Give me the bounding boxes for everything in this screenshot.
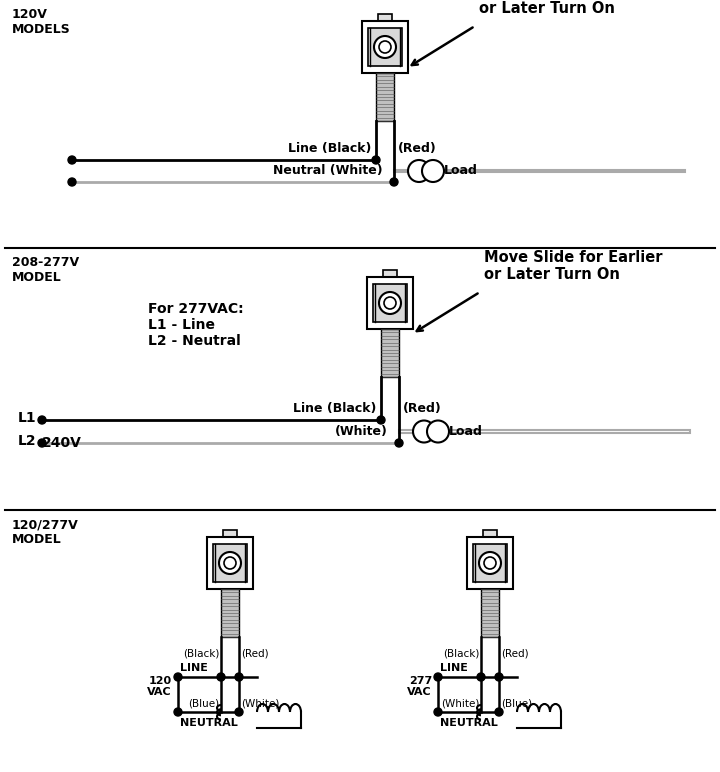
Circle shape: [408, 160, 430, 182]
Text: 120V
MODELS: 120V MODELS: [12, 8, 71, 36]
Circle shape: [477, 673, 485, 681]
Circle shape: [38, 439, 46, 447]
Bar: [394, 170, 685, 172]
Circle shape: [374, 36, 396, 58]
Text: Line (Black): Line (Black): [287, 142, 371, 155]
Bar: [362, 21, 408, 73]
Bar: [207, 537, 253, 589]
Bar: [383, 270, 397, 277]
Circle shape: [395, 439, 403, 447]
Bar: [473, 544, 507, 582]
Bar: [373, 284, 407, 322]
Circle shape: [390, 178, 398, 186]
Text: 240V: 240V: [42, 436, 82, 450]
Text: (Black): (Black): [183, 648, 219, 658]
Circle shape: [224, 557, 236, 569]
Bar: [399, 430, 690, 433]
Text: LINE: LINE: [440, 663, 468, 673]
Text: For 277VAC:
L1 - Line
L2 - Neutral: For 277VAC: L1 - Line L2 - Neutral: [148, 302, 243, 348]
Text: Move Slide for Earlier
or Later Turn On: Move Slide for Earlier or Later Turn On: [479, 0, 657, 16]
Bar: [467, 537, 513, 589]
Bar: [368, 28, 402, 66]
Circle shape: [174, 673, 182, 681]
Text: (White): (White): [335, 425, 388, 438]
Circle shape: [413, 421, 435, 442]
Circle shape: [484, 557, 496, 569]
Bar: [367, 277, 413, 329]
Text: (Red): (Red): [501, 648, 528, 658]
Circle shape: [235, 708, 243, 716]
Text: 277
VAC: 277 VAC: [408, 676, 432, 697]
Text: LINE: LINE: [180, 663, 208, 673]
Text: Load: Load: [449, 425, 483, 438]
Text: NEUTRAL: NEUTRAL: [440, 718, 498, 728]
Circle shape: [219, 552, 241, 574]
Text: L1: L1: [18, 411, 37, 425]
Circle shape: [217, 673, 225, 681]
Circle shape: [372, 156, 380, 164]
Circle shape: [68, 156, 76, 164]
Text: Neutral (White): Neutral (White): [274, 164, 383, 177]
Circle shape: [434, 673, 442, 681]
Bar: [223, 530, 237, 537]
Circle shape: [379, 292, 401, 314]
Text: 208-277V
MODEL: 208-277V MODEL: [12, 256, 79, 284]
Bar: [213, 544, 247, 582]
Circle shape: [38, 416, 46, 424]
Circle shape: [68, 178, 76, 186]
Text: NEUTRAL: NEUTRAL: [179, 718, 238, 728]
Circle shape: [377, 416, 385, 424]
Circle shape: [235, 673, 243, 681]
Text: L2: L2: [18, 434, 37, 448]
Text: (Blue): (Blue): [188, 698, 219, 708]
Circle shape: [495, 673, 503, 681]
Text: Move Slide for Earlier
or Later Turn On: Move Slide for Earlier or Later Turn On: [484, 249, 662, 282]
Text: Line (Black): Line (Black): [292, 402, 376, 415]
Circle shape: [427, 421, 449, 442]
Text: (Red): (Red): [241, 648, 269, 658]
Bar: [221, 589, 239, 637]
Circle shape: [495, 708, 503, 716]
Circle shape: [174, 708, 182, 716]
Text: Load: Load: [444, 164, 478, 177]
Text: 120/277V
MODEL: 120/277V MODEL: [12, 518, 78, 546]
Text: (Red): (Red): [403, 402, 442, 415]
Circle shape: [384, 297, 396, 309]
Bar: [483, 530, 497, 537]
Text: (Blue): (Blue): [501, 698, 532, 708]
Text: 120
VAC: 120 VAC: [148, 676, 172, 697]
Bar: [378, 14, 392, 21]
Bar: [381, 329, 399, 377]
Text: (White): (White): [241, 698, 279, 708]
Bar: [481, 589, 499, 637]
Circle shape: [434, 708, 442, 716]
Text: (Red): (Red): [398, 142, 437, 155]
Circle shape: [379, 41, 391, 53]
Bar: [376, 73, 394, 121]
Circle shape: [479, 552, 501, 574]
Circle shape: [422, 160, 444, 182]
Text: (White): (White): [441, 698, 479, 708]
Text: (Black): (Black): [443, 648, 479, 658]
